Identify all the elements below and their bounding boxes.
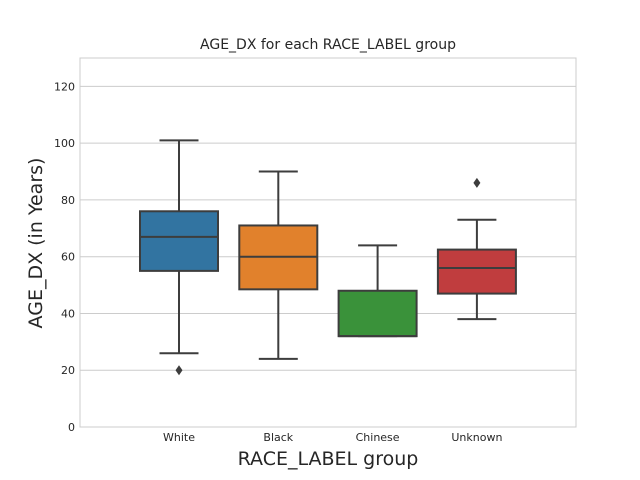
y-tick-label: 60 bbox=[61, 251, 75, 264]
x-axis-label: RACE_LABEL group bbox=[238, 448, 419, 470]
plot-frame bbox=[79, 57, 577, 428]
chart-title: AGE_DX for each RACE_LABEL group bbox=[200, 37, 456, 53]
x-tick-label: White bbox=[163, 431, 195, 444]
y-tick-label: 120 bbox=[54, 80, 75, 93]
box-body bbox=[337, 289, 418, 338]
box-black bbox=[238, 170, 319, 360]
x-tick-label: Unknown bbox=[451, 431, 502, 444]
x-tick-label: Chinese bbox=[356, 431, 400, 444]
x-tick-label: Black bbox=[263, 431, 293, 444]
box-white bbox=[139, 139, 219, 376]
outlier-point bbox=[175, 365, 183, 376]
y-axis: 0 20 40 60 80 100 120 bbox=[54, 80, 75, 434]
y-tick-label: 80 bbox=[61, 194, 75, 207]
y-tick-label: 20 bbox=[61, 364, 75, 377]
y-tick-label: 0 bbox=[68, 421, 75, 434]
y-axis-label: AGE_DX (in Years) bbox=[25, 158, 47, 329]
outlier-point bbox=[473, 177, 481, 188]
box-body bbox=[139, 210, 219, 272]
y-tick-label: 100 bbox=[54, 137, 75, 150]
box-series bbox=[139, 139, 517, 376]
box-body bbox=[436, 248, 517, 295]
box-chinese bbox=[337, 244, 418, 338]
y-tick-label: 40 bbox=[61, 307, 75, 320]
box-unknown bbox=[436, 177, 517, 321]
x-axis: White Black Chinese Unknown bbox=[163, 431, 502, 444]
